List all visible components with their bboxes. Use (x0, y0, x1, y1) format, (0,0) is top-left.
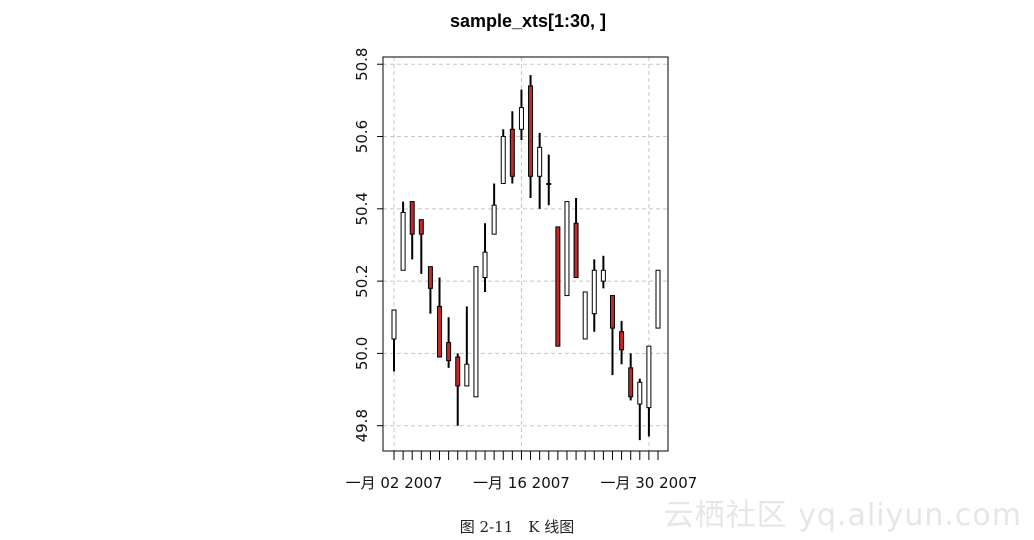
x-tick-label: 一月 30 2007 (600, 474, 697, 492)
candle-body-up (391, 309, 397, 340)
candle-body-up (491, 204, 497, 235)
candle-body-up (646, 345, 652, 409)
candle-body-down (418, 219, 424, 235)
y-tick-label: 50.0 (353, 337, 371, 370)
candles (391, 75, 661, 441)
candle-body-up (582, 291, 588, 340)
candle-body-up (537, 146, 543, 177)
candle-body-up (500, 136, 506, 185)
candle-body-down (573, 222, 579, 278)
candle-body-down (446, 342, 452, 362)
y-axis: 49.8 50.0 50.2 50.4 50.6 50.8 (353, 48, 383, 442)
figure-caption: 图 2-11 K 线图 (459, 518, 575, 536)
candle-body-down (437, 305, 443, 358)
candle-body-down (619, 331, 625, 351)
y-tick-label: 50.8 (353, 48, 371, 81)
candle-body-down (628, 367, 634, 398)
candle-body-down (528, 85, 534, 177)
y-tick-label: 50.4 (353, 192, 371, 225)
candle-body-down (409, 201, 415, 235)
candle-body-up (600, 269, 606, 282)
plot-frame (382, 56, 669, 452)
candle-body-up (655, 269, 661, 329)
watermark: 云栖社区 yq.aliyun.com (663, 498, 1022, 533)
candle-body-up (546, 183, 552, 186)
candle-body-up (482, 251, 488, 278)
candle-body-down (609, 295, 615, 329)
grid-lines (383, 57, 668, 451)
x-tick-label: 一月 16 2007 (473, 474, 570, 492)
y-tick-label: 49.8 (353, 409, 371, 442)
candle-body-up (637, 381, 643, 405)
candle-body-up (464, 363, 470, 387)
candle-body-up (518, 107, 524, 130)
candle-body-up (400, 211, 406, 271)
x-axis: 一月 02 2007 一月 16 2007 一月 30 2007 (346, 451, 697, 492)
candle-body-up (564, 201, 570, 297)
candle-body-up (591, 269, 597, 315)
x-tick-label: 一月 02 2007 (346, 474, 443, 492)
candle-body-down (509, 128, 515, 177)
candle-body-down (427, 266, 433, 289)
y-tick-label: 50.2 (353, 264, 371, 297)
chart-title: sample_xts[1:30, ] (450, 11, 606, 31)
candle-body-down (555, 226, 561, 347)
candle-body-up (473, 266, 479, 398)
candle-body-down (455, 356, 461, 387)
y-tick-label: 50.6 (353, 120, 371, 153)
